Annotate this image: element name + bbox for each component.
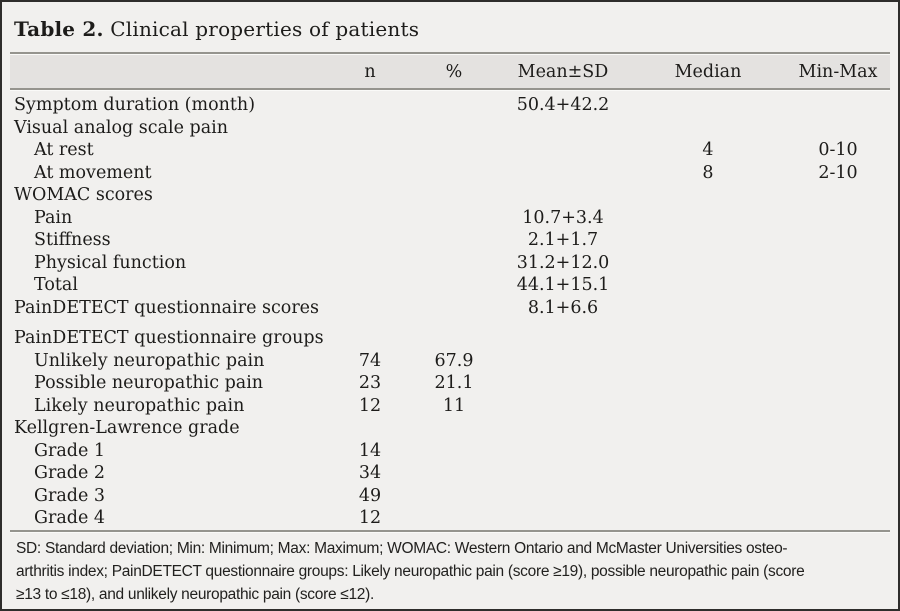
table-row: Kellgren-Lawrence grade (10, 417, 890, 440)
row-label: Unlikely neuropathic pain (34, 350, 265, 371)
section-spacer (10, 319, 890, 327)
cell-n: 12 (358, 395, 382, 416)
cell-mean-sd: 31.2+12.0 (516, 252, 610, 273)
table-row: Likely neuropathic pain 12 11 (10, 395, 890, 418)
table-footnote: SD: Standard deviation; Min: Minimum; Ma… (10, 533, 890, 606)
row-label: Stiffness (34, 230, 111, 250)
cell-n: 14 (358, 440, 382, 461)
cell-min-max: 0-10 (818, 140, 858, 160)
table-number: Table 2. (14, 17, 104, 41)
divider-header (10, 88, 890, 91)
table-row: Grade 2 34 (10, 462, 890, 485)
row-label: WOMAC scores (14, 185, 153, 205)
table-row: Grade 1 14 (10, 440, 890, 463)
table-title-text: Clinical properties of patients (110, 17, 420, 41)
table-row: Unlikely neuropathic pain 74 67.9 (10, 350, 890, 373)
cell-n: 49 (358, 485, 382, 506)
cell-mean-sd: 10.7+3.4 (522, 207, 604, 228)
table-row: Visual analog scale pain (10, 117, 890, 140)
row-label: At rest (34, 140, 94, 160)
row-label: Grade 2 (34, 463, 106, 483)
column-header-pct: % (445, 61, 463, 82)
table-row: At movement 8 2-10 (10, 162, 890, 185)
table-row: Total 44.1+15.1 (10, 274, 890, 297)
column-header-row: n % Mean±SD Median Min-Max (10, 55, 890, 88)
column-header-mean-sd: Mean±SD (517, 61, 609, 82)
row-label: Grade 4 (34, 508, 106, 528)
footnote-line: arthritis index; PainDETECT questionnair… (16, 562, 805, 580)
row-label: At movement (34, 162, 152, 183)
divider-top (10, 52, 890, 55)
cell-mean-sd: 8.1+6.6 (527, 297, 599, 318)
cell-pct: 11 (442, 395, 466, 416)
column-header-n: n (364, 61, 376, 82)
table-title: Table 2. Clinical properties of patients (10, 2, 890, 52)
table-row: Pain 10.7+3.4 (10, 207, 890, 230)
table-row: Stiffness 2.1+1.7 (10, 229, 890, 252)
row-label: Kellgren-Lawrence grade (14, 418, 240, 438)
row-label: Symptom duration (month) (14, 95, 256, 115)
table-row: PainDETECT questionnaire scores 8.1+6.6 (10, 297, 890, 320)
footnote-line: ≥13 to ≤18), and unlikely neuropathic pa… (16, 585, 374, 603)
row-label: Total (34, 275, 78, 295)
column-header-min-max: Min-Max (798, 61, 878, 82)
cell-mean-sd: 44.1+15.1 (516, 275, 610, 295)
divider-footnote (10, 529, 890, 533)
cell-pct: 67.9 (434, 350, 474, 371)
cell-mean-sd: 50.4+42.2 (516, 95, 610, 115)
table-row: Physical function 31.2+12.0 (10, 252, 890, 275)
row-label: Physical function (34, 252, 187, 273)
row-label: PainDETECT questionnaire scores (14, 297, 320, 318)
table-row: Grade 3 49 (10, 485, 890, 508)
table-body: Symptom duration (month) 50.4+42.2 Visua… (10, 91, 890, 530)
table-row: At rest 4 0-10 (10, 139, 890, 162)
cell-n: 74 (358, 350, 382, 371)
row-label: Possible neuropathic pain (34, 373, 264, 393)
row-label: Likely neuropathic pain (34, 395, 245, 416)
table-row: WOMAC scores (10, 184, 890, 207)
row-label: Grade 3 (34, 485, 106, 506)
row-label: Grade 1 (34, 440, 106, 461)
cell-median: 8 (702, 162, 714, 183)
cell-n: 23 (358, 373, 382, 393)
cell-n: 34 (358, 463, 382, 483)
table-row: Possible neuropathic pain 23 21.1 (10, 372, 890, 395)
table-row: Grade 4 12 (10, 507, 890, 530)
row-label: Pain (34, 207, 73, 228)
cell-mean-sd: 2.1+1.7 (527, 230, 599, 250)
cell-n: 12 (358, 508, 382, 528)
cell-min-max: 2-10 (818, 162, 858, 183)
row-label: PainDETECT questionnaire groups (14, 328, 324, 348)
footnote-line: SD: Standard deviation; Min: Minimum; Ma… (16, 539, 788, 557)
column-header-median: Median (674, 61, 742, 82)
row-label: Visual analog scale pain (14, 117, 229, 138)
cell-pct: 21.1 (434, 373, 474, 393)
table-row: Symptom duration (month) 50.4+42.2 (10, 94, 890, 117)
cell-median: 4 (702, 140, 714, 160)
table-row: PainDETECT questionnaire groups (10, 327, 890, 350)
